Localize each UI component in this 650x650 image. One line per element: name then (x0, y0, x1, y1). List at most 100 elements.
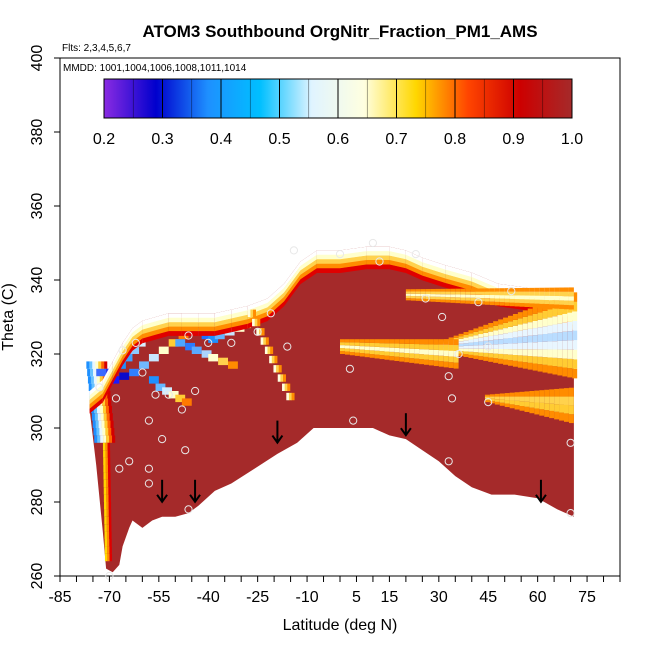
field-cell (547, 325, 553, 334)
field-cell (430, 288, 436, 292)
sample-point (184, 331, 193, 340)
field-cell (283, 374, 286, 382)
field-cell (514, 291, 520, 296)
field-cell (542, 334, 548, 342)
field-cell (494, 288, 500, 292)
field-cell (483, 348, 489, 353)
field-cell (473, 345, 479, 349)
field-cell (504, 288, 510, 292)
field-cell (419, 359, 424, 365)
field-cell (384, 339, 390, 344)
field-cell (514, 400, 520, 406)
field-cell (96, 376, 100, 384)
field-cell (364, 342, 370, 347)
field-cell (369, 342, 375, 347)
field-cell (568, 396, 574, 406)
field-cell (109, 435, 113, 443)
x-axis-label: Latitude (deg N) (283, 617, 398, 634)
field-cell (504, 298, 510, 303)
field-cell (300, 263, 317, 280)
field-cell (524, 299, 530, 304)
field-cell (517, 361, 523, 368)
field-cell (552, 332, 558, 342)
field-cell (498, 339, 504, 345)
field-cell (503, 359, 508, 365)
field-cell (527, 349, 533, 357)
field-cell (271, 355, 275, 364)
field-cell (247, 309, 251, 317)
field-cell (537, 364, 543, 372)
field-cell (483, 332, 489, 337)
field-cell (493, 335, 499, 340)
field-cell (478, 337, 484, 342)
field-cell (567, 321, 573, 332)
field-cell (284, 270, 301, 298)
field-cell (414, 344, 420, 349)
field-cell (100, 435, 104, 443)
field-cell (433, 360, 439, 367)
field-cell (282, 383, 285, 391)
sample-point (484, 398, 493, 407)
field-cell (493, 348, 499, 354)
field-cell (394, 352, 400, 357)
field-cell (484, 294, 490, 299)
field-cell (111, 428, 115, 436)
field-cell (455, 294, 461, 298)
sample-point (95, 383, 104, 392)
field-cell (572, 330, 578, 341)
field-cell (549, 300, 555, 305)
sample-point (375, 257, 384, 266)
field-cell (106, 524, 110, 532)
field-cell (112, 360, 123, 384)
field-cell (483, 324, 489, 329)
field-cell (455, 297, 461, 301)
field-cell (465, 300, 471, 304)
field-cell (410, 291, 416, 294)
sample-point (125, 457, 134, 466)
field-cell (96, 368, 107, 377)
field-cell (284, 261, 301, 289)
field-cell (354, 352, 360, 356)
field-cell (463, 337, 469, 341)
field-cell (420, 293, 426, 297)
field-cell (522, 329, 528, 337)
field-cell (424, 359, 429, 365)
field-cell (475, 301, 480, 305)
field-cell (106, 413, 110, 421)
field-cell (572, 349, 578, 360)
field-cell (424, 344, 429, 350)
field-cell (168, 326, 182, 332)
field-cell (549, 287, 555, 292)
field-cell (458, 343, 464, 347)
x-tick-label: -10 (295, 589, 318, 606)
field-cell (450, 300, 456, 303)
field-cell (267, 288, 284, 308)
field-cell (532, 342, 538, 350)
field-cell (470, 300, 476, 304)
field-cell (374, 346, 380, 351)
field-cell (103, 413, 107, 421)
field-cell (542, 310, 548, 319)
field-cell (524, 295, 530, 300)
field-cell (564, 388, 569, 397)
field-cell (480, 288, 485, 292)
field-cell (364, 339, 370, 343)
sample-points (95, 238, 575, 581)
field-cell (438, 344, 444, 351)
x-tick-label: 60 (529, 589, 547, 606)
field-cell (519, 391, 525, 397)
field-cell (89, 384, 103, 401)
sample-point (454, 349, 463, 359)
field-cell (405, 259, 423, 272)
field-cell (389, 246, 406, 256)
dates-subtitle: MMDD: 1001,1004,1006,1008,1011,1014 (63, 63, 247, 74)
field-cell (300, 254, 317, 271)
field-cell (106, 435, 110, 443)
field-cell (529, 407, 535, 414)
field-cell (109, 524, 112, 532)
field-cell (340, 348, 345, 352)
field-cell (498, 334, 504, 340)
y-tick-label: 360 (29, 193, 46, 220)
field-cell (106, 516, 110, 525)
field-cell (484, 396, 490, 399)
